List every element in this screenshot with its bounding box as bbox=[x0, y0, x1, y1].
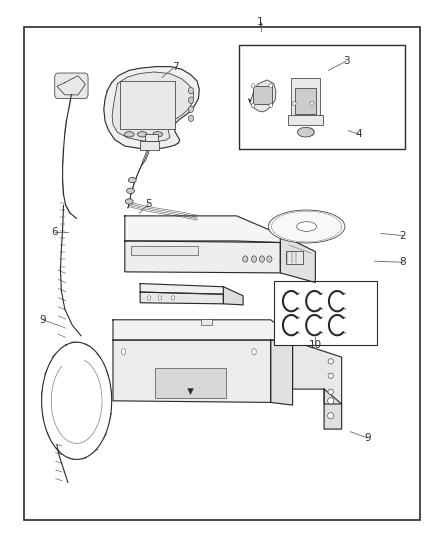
Polygon shape bbox=[113, 340, 271, 402]
Ellipse shape bbox=[297, 222, 316, 231]
Text: 10: 10 bbox=[309, 341, 322, 350]
Polygon shape bbox=[223, 287, 243, 305]
Bar bbox=[291, 78, 320, 118]
Ellipse shape bbox=[183, 374, 194, 383]
Ellipse shape bbox=[153, 132, 162, 137]
Text: 5: 5 bbox=[145, 199, 152, 208]
Bar bbox=[295, 88, 316, 114]
Circle shape bbox=[251, 256, 257, 262]
Circle shape bbox=[293, 101, 296, 106]
Bar bbox=[288, 115, 323, 125]
Polygon shape bbox=[140, 284, 223, 294]
Bar bbox=[131, 246, 198, 255]
Bar bbox=[145, 134, 158, 141]
Polygon shape bbox=[140, 292, 223, 304]
Text: 9: 9 bbox=[364, 433, 371, 443]
Circle shape bbox=[188, 106, 194, 112]
Text: 7: 7 bbox=[172, 62, 179, 71]
Polygon shape bbox=[293, 341, 342, 404]
Polygon shape bbox=[125, 241, 280, 273]
Bar bbox=[286, 251, 303, 264]
Ellipse shape bbox=[121, 349, 126, 355]
Polygon shape bbox=[125, 216, 280, 243]
Circle shape bbox=[310, 101, 314, 106]
Circle shape bbox=[188, 87, 194, 94]
Bar bbox=[140, 141, 159, 150]
Polygon shape bbox=[57, 76, 85, 95]
Ellipse shape bbox=[127, 188, 134, 193]
Circle shape bbox=[243, 256, 248, 262]
Circle shape bbox=[269, 84, 272, 88]
Ellipse shape bbox=[138, 132, 147, 137]
Polygon shape bbox=[104, 67, 199, 149]
Ellipse shape bbox=[125, 199, 133, 204]
Bar bbox=[253, 86, 272, 104]
Bar bbox=[239, 45, 405, 149]
Ellipse shape bbox=[124, 132, 134, 137]
Ellipse shape bbox=[328, 373, 333, 378]
Polygon shape bbox=[112, 72, 194, 142]
Polygon shape bbox=[324, 389, 342, 429]
Ellipse shape bbox=[252, 349, 256, 355]
Text: 4: 4 bbox=[356, 130, 363, 139]
Text: 8: 8 bbox=[399, 257, 406, 267]
Text: 6: 6 bbox=[51, 227, 58, 237]
Circle shape bbox=[147, 296, 151, 300]
Bar bbox=[155, 368, 226, 398]
Circle shape bbox=[251, 103, 255, 108]
Text: 1: 1 bbox=[257, 18, 264, 27]
FancyBboxPatch shape bbox=[55, 73, 88, 99]
Ellipse shape bbox=[328, 413, 334, 419]
Circle shape bbox=[251, 84, 255, 88]
Text: 3: 3 bbox=[343, 56, 350, 66]
Ellipse shape bbox=[268, 210, 345, 243]
Polygon shape bbox=[249, 80, 276, 112]
Circle shape bbox=[267, 256, 272, 262]
Circle shape bbox=[188, 97, 194, 103]
Circle shape bbox=[171, 296, 175, 300]
Ellipse shape bbox=[328, 389, 333, 394]
Circle shape bbox=[259, 256, 265, 262]
Ellipse shape bbox=[328, 359, 333, 364]
Text: 9: 9 bbox=[39, 315, 46, 325]
Polygon shape bbox=[271, 340, 293, 405]
Polygon shape bbox=[113, 320, 293, 341]
Ellipse shape bbox=[128, 177, 136, 183]
Circle shape bbox=[269, 103, 272, 108]
Bar bbox=[120, 81, 175, 129]
Circle shape bbox=[158, 296, 162, 300]
Bar bbox=[201, 319, 212, 325]
Ellipse shape bbox=[328, 398, 334, 404]
Ellipse shape bbox=[297, 127, 314, 137]
Bar bbox=[274, 281, 377, 345]
Circle shape bbox=[188, 115, 194, 122]
Polygon shape bbox=[280, 235, 315, 282]
Text: 2: 2 bbox=[399, 231, 406, 240]
